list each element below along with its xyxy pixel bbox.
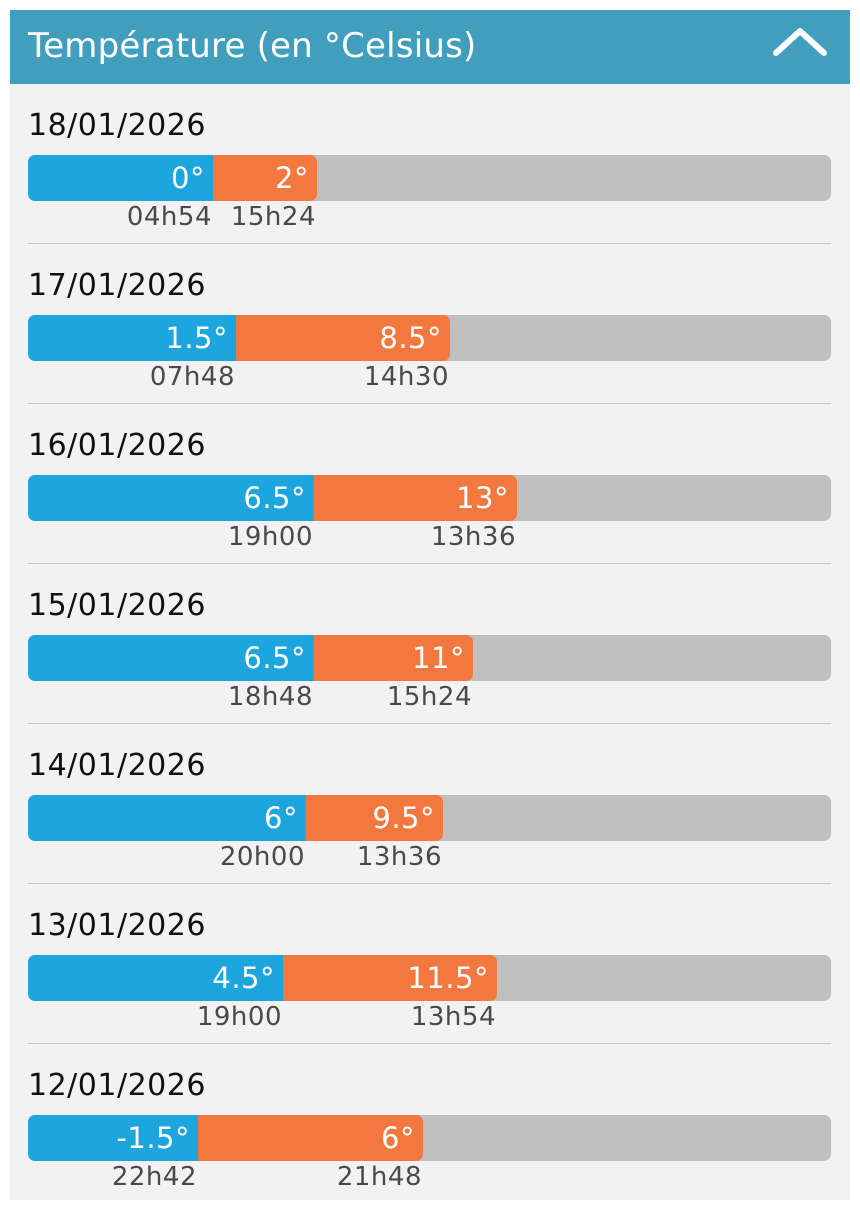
- temperature-range-bar: 6.5° 13°: [28, 475, 831, 521]
- min-temperature-value: 6.5°: [243, 481, 306, 515]
- max-temperature-segment: [306, 795, 443, 841]
- day-date: 12/01/2026: [28, 1068, 206, 1103]
- temperature-range-bar: -1.5° 6°: [28, 1115, 831, 1161]
- min-temperature-time: 19h00: [227, 522, 313, 552]
- max-temperature-time: 13h36: [430, 522, 516, 552]
- row-divider: [28, 563, 831, 564]
- min-temperature-value: -1.5°: [116, 1121, 190, 1155]
- min-temperature-value: 0°: [171, 161, 205, 195]
- temperature-header[interactable]: Température (en °Celsius): [10, 10, 850, 84]
- day-row: 12/01/2026 -1.5° 6° 22h42 21h48: [28, 1056, 832, 1216]
- min-temperature-time: 18h48: [227, 682, 313, 712]
- max-temperature-segment: [236, 315, 450, 361]
- min-temperature-segment: [28, 1115, 198, 1161]
- day-row: 15/01/2026 6.5° 11° 18h48 15h24: [28, 576, 832, 736]
- max-temperature-time: 15h24: [230, 202, 316, 232]
- min-temperature-segment: [28, 635, 314, 681]
- min-temperature-segment: [28, 315, 236, 361]
- day-row: 14/01/2026 6° 9.5° 20h00 13h36: [28, 736, 832, 896]
- min-temperature-value: 1.5°: [165, 321, 228, 355]
- day-date: 17/01/2026: [28, 268, 206, 303]
- row-divider: [28, 723, 831, 724]
- min-temperature-value: 6.5°: [243, 641, 306, 675]
- max-temperature-time: 13h54: [410, 1002, 496, 1032]
- max-temperature-value: 11.5°: [407, 961, 489, 995]
- max-temperature-value: 9.5°: [372, 801, 435, 835]
- chevron-up-icon[interactable]: [772, 23, 828, 63]
- min-temperature-time: 07h48: [149, 362, 235, 392]
- max-temperature-time: 21h48: [336, 1162, 422, 1192]
- max-temperature-value: 6°: [381, 1121, 415, 1155]
- max-temperature-segment: [314, 635, 473, 681]
- min-temperature-value: 4.5°: [212, 961, 275, 995]
- temperature-day-list: 18/01/2026 0° 2° 04h54 15h24 17/01/2026 1.5° 8.…: [28, 96, 832, 1216]
- day-date: 18/01/2026: [28, 108, 206, 143]
- min-temperature-segment: [28, 155, 213, 201]
- max-temperature-segment: [314, 475, 517, 521]
- day-row: 18/01/2026 0° 2° 04h54 15h24: [28, 96, 832, 256]
- max-temperature-value: 13°: [456, 481, 509, 515]
- day-row: 16/01/2026 6.5° 13° 19h00 13h36: [28, 416, 832, 576]
- min-temperature-segment: [28, 475, 314, 521]
- temperature-range-bar: 6° 9.5°: [28, 795, 831, 841]
- day-date: 14/01/2026: [28, 748, 206, 783]
- panel-title: Température (en °Celsius): [28, 26, 477, 66]
- max-temperature-segment: [213, 155, 317, 201]
- max-temperature-time: 13h36: [356, 842, 442, 872]
- max-temperature-segment: [198, 1115, 423, 1161]
- day-date: 13/01/2026: [28, 908, 206, 943]
- temperature-panel: [10, 10, 850, 1200]
- min-temperature-segment: [28, 955, 283, 1001]
- max-temperature-time: 15h24: [386, 682, 472, 712]
- day-row: 13/01/2026 4.5° 11.5° 19h00 13h54: [28, 896, 832, 1056]
- min-temperature-time: 20h00: [219, 842, 305, 872]
- min-temperature-segment: [28, 795, 306, 841]
- row-divider: [28, 1043, 831, 1044]
- row-divider: [28, 243, 831, 244]
- day-date: 15/01/2026: [28, 588, 206, 623]
- max-temperature-value: 8.5°: [379, 321, 442, 355]
- row-divider: [28, 403, 831, 404]
- row-divider: [28, 883, 831, 884]
- day-row: 17/01/2026 1.5° 8.5° 07h48 14h30: [28, 256, 832, 416]
- min-temperature-time: 19h00: [196, 1002, 282, 1032]
- min-temperature-time: 04h54: [126, 202, 212, 232]
- temperature-range-bar: 1.5° 8.5°: [28, 315, 831, 361]
- temperature-range-bar: 6.5° 11°: [28, 635, 831, 681]
- min-temperature-value: 6°: [264, 801, 298, 835]
- temperature-range-bar: 4.5° 11.5°: [28, 955, 831, 1001]
- max-temperature-time: 14h30: [363, 362, 449, 392]
- day-date: 16/01/2026: [28, 428, 206, 463]
- min-temperature-time: 22h42: [111, 1162, 197, 1192]
- temperature-range-bar: 0° 2°: [28, 155, 831, 201]
- max-temperature-segment: [283, 955, 497, 1001]
- max-temperature-value: 2°: [275, 161, 309, 195]
- max-temperature-value: 11°: [412, 641, 465, 675]
